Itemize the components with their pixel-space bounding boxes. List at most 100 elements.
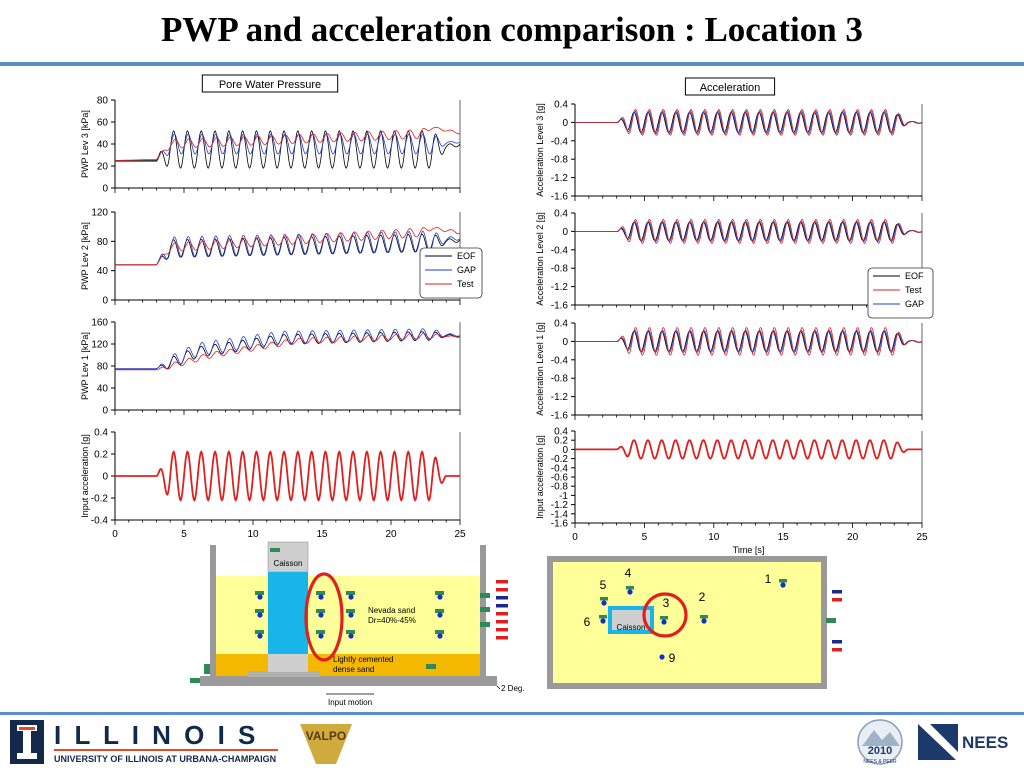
footer-logos: I L L I N O I S UNIVERSITY OF ILLINOIS A… [10, 719, 1008, 765]
y-tick-label: -1.2 [551, 173, 569, 184]
ppt-sensor [346, 630, 355, 634]
outside-sensor [496, 620, 508, 624]
base-plate [248, 671, 320, 677]
plan-ppt-sensor [779, 579, 787, 583]
legend-box [867, 267, 934, 319]
location-label: 6 [584, 615, 591, 629]
plan-highlight-circle [642, 592, 688, 638]
panel-3: -1.6 -1.2 -0.8 -0.4 0 0.4 Acceleration Level 1… [535, 319, 923, 422]
accel-sensor [437, 594, 443, 600]
y-tick-label: -1.2 [551, 282, 569, 293]
y-tick-label: -1.6 [551, 301, 569, 312]
x-axis-label: Time [s] [733, 545, 765, 555]
plan-ppt-sensor [660, 616, 668, 620]
plan-sand [553, 562, 821, 683]
outside-sensor [496, 604, 508, 608]
plan-ppt-sensor [600, 597, 608, 601]
y-tick-label: -1.6 [551, 519, 569, 530]
plan-accel-sensor [661, 619, 667, 625]
accel-sensor [257, 594, 263, 600]
y-tick-label: 120 [91, 340, 108, 351]
y-tick-label: -0.4 [551, 136, 569, 147]
wall-sensor [480, 593, 490, 598]
plan-ppt-sensor [626, 586, 634, 590]
plan-ppt-sensor [700, 615, 708, 619]
x-tick-label: 20 [385, 529, 397, 540]
series-gap [575, 110, 923, 135]
plan-accel-sensor [601, 600, 607, 606]
series-test [115, 333, 461, 371]
nees-logo: NEES [918, 724, 1008, 760]
plan-caisson-label: Caisson [617, 623, 646, 632]
plan-outside-sensor [832, 590, 842, 594]
cement-label: Lightly cemented [333, 655, 393, 664]
series-input [115, 450, 460, 502]
y-tick-label: 0 [562, 445, 568, 456]
conference-badge: 2010 NEES & PEER [857, 719, 903, 765]
panel-4: -0.4 -0.2 0 0.2 0.4 Input acceleration [g] 0 5 1… [80, 428, 466, 553]
y-tick-label: -0.8 [551, 374, 569, 385]
accel-sensor [318, 594, 324, 600]
accel-sensor [348, 633, 354, 639]
legend-entry: EOF [457, 251, 476, 261]
location-label: 2 [699, 590, 706, 604]
legend-entry: GAP [905, 299, 924, 309]
x-tick-label: 20 [847, 532, 859, 543]
series-test [575, 109, 923, 136]
accel-sensor [318, 633, 324, 639]
y-tick-label: 20 [97, 162, 109, 173]
y-tick-label: 0.4 [554, 319, 568, 330]
ppt-sensor [255, 609, 264, 613]
y-axis-label: Input acceleration [g] [535, 435, 545, 519]
ppt-sensor [255, 630, 264, 634]
series-eof [575, 330, 923, 352]
caisson-label: Caisson [274, 559, 303, 568]
input-label: Input motion [328, 698, 372, 707]
container-wall-left [210, 545, 216, 676]
accel-sensor [257, 633, 263, 639]
y-axis-label: Input acceleration [g] [80, 434, 90, 518]
legend-entry: EOF [905, 271, 924, 281]
y-axis-label: PWP Lev 1 [kPa] [80, 332, 90, 400]
y-tick-label: 0.4 [554, 209, 568, 220]
accel-sensor [348, 612, 354, 618]
y-tick-label: 0.2 [554, 436, 568, 447]
x-tick-label: 0 [572, 532, 578, 543]
y-tick-label: 0 [562, 227, 568, 238]
ppt-sensor [316, 591, 325, 595]
cement-label: dense sand [333, 665, 374, 674]
y-tick-label: 0.4 [554, 100, 568, 111]
plan-wall-sensor [826, 618, 836, 623]
x-tick-label: 15 [778, 532, 790, 543]
footer-divider [0, 712, 1024, 715]
chart-title: Pore Water Pressure [219, 79, 321, 91]
panel-1: 0 20 40 60 80 PWP Lev 3 [kPa] [80, 96, 461, 195]
series-gap [575, 220, 923, 242]
legend-entry: Test [457, 279, 474, 289]
y-tick-label: -1.6 [551, 192, 569, 203]
y-tick-label: 60 [97, 118, 109, 129]
ppt-sensor [435, 630, 444, 634]
x-tick-label: 15 [316, 529, 328, 540]
series-eof [115, 331, 461, 370]
y-tick-label: -0.2 [551, 454, 569, 465]
plan-accel-sensor [600, 618, 606, 624]
plan-ppt-sensor [599, 615, 607, 619]
panel-2: -1.6 -1.2 -0.8 -0.4 0 0.4 Acceleration Level 2… [535, 209, 923, 312]
conference-year: 2010 [868, 745, 892, 757]
y-axis-label: Acceleration Level 1 [g] [535, 322, 545, 416]
x-tick-label: 5 [181, 529, 187, 540]
series-gap [115, 328, 461, 370]
plan-outside-sensor [832, 648, 842, 652]
x-tick-label: 10 [708, 532, 720, 543]
legend: EOF GAP Test [419, 247, 483, 299]
base-sensor [204, 664, 210, 674]
highlight-circle [304, 572, 344, 662]
caisson-body [268, 572, 308, 654]
conference-sub: NEES & PEER [863, 759, 897, 765]
series-test [575, 218, 923, 244]
series-eof [115, 130, 461, 169]
